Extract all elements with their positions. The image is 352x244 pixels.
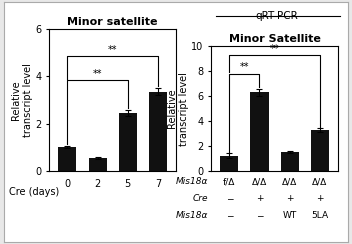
- Bar: [149, 92, 167, 171]
- Text: **: **: [93, 69, 102, 79]
- Text: 7: 7: [155, 179, 161, 189]
- Bar: [88, 158, 107, 171]
- Y-axis label: Relative
transcript level: Relative transcript level: [167, 72, 189, 145]
- Bar: [311, 130, 329, 171]
- Text: **: **: [240, 62, 249, 72]
- Text: +: +: [316, 194, 323, 203]
- Text: Cre: Cre: [192, 194, 208, 203]
- Text: −: −: [226, 194, 233, 203]
- Text: Δ/Δ: Δ/Δ: [282, 177, 297, 186]
- Text: Mis18α: Mis18α: [175, 177, 208, 186]
- Bar: [281, 152, 299, 171]
- Bar: [250, 92, 269, 171]
- Bar: [58, 147, 76, 171]
- Text: Δ/Δ: Δ/Δ: [252, 177, 267, 186]
- Text: qRT-PCR: qRT-PCR: [255, 11, 298, 21]
- Title: Minor Satellite: Minor Satellite: [228, 34, 321, 44]
- Text: WT: WT: [283, 212, 297, 220]
- Text: **: **: [108, 45, 117, 55]
- Text: Δ/Δ: Δ/Δ: [312, 177, 327, 186]
- Text: 2: 2: [94, 179, 101, 189]
- Text: +: +: [256, 194, 263, 203]
- Y-axis label: Relative
transcript level: Relative transcript level: [11, 63, 33, 137]
- Text: Mis18α: Mis18α: [175, 212, 208, 220]
- Bar: [119, 113, 137, 171]
- Text: −: −: [226, 212, 233, 220]
- Title: Minor satellite: Minor satellite: [67, 17, 158, 27]
- Text: −: −: [256, 212, 263, 220]
- Text: f/Δ: f/Δ: [223, 177, 235, 186]
- Text: 5LA: 5LA: [311, 212, 328, 220]
- Text: Cre (days): Cre (days): [9, 187, 59, 196]
- Text: **: **: [270, 44, 279, 54]
- Text: 0: 0: [64, 179, 70, 189]
- Text: 5: 5: [125, 179, 131, 189]
- Bar: [220, 156, 238, 171]
- Text: +: +: [286, 194, 294, 203]
